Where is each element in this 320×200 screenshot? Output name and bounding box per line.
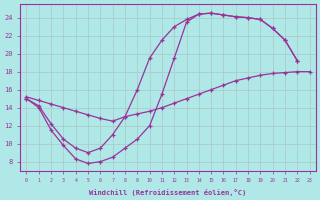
X-axis label: Windchill (Refroidissement éolien,°C): Windchill (Refroidissement éolien,°C) <box>90 189 247 196</box>
